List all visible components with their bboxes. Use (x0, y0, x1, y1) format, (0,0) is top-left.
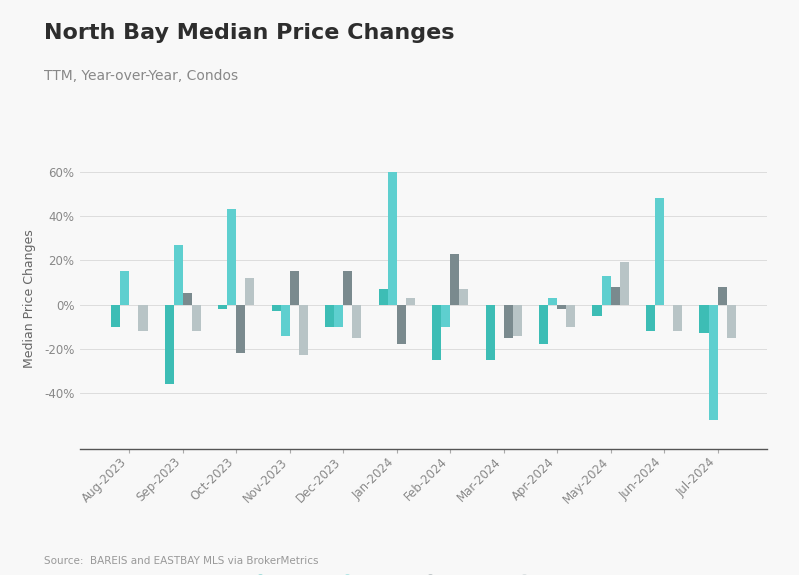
Bar (620, 262, 629, 305)
Bar (441, 305, 450, 327)
Bar (272, 305, 280, 311)
Bar (718, 287, 727, 305)
Bar (388, 172, 397, 305)
Bar (138, 305, 148, 331)
Bar (379, 289, 388, 305)
Bar (237, 305, 245, 353)
Text: North Bay Median Price Changes: North Bay Median Price Changes (44, 23, 455, 43)
Bar (432, 305, 441, 360)
Text: Source:  BAREIS and EASTBAY MLS via BrokerMetrics: Source: BAREIS and EASTBAY MLS via Broke… (44, 557, 319, 566)
Bar (192, 305, 201, 331)
Bar (344, 271, 352, 305)
Y-axis label: Median Price Changes: Median Price Changes (22, 229, 36, 369)
Bar (245, 278, 254, 305)
Bar (513, 305, 522, 336)
Bar (602, 276, 610, 305)
Bar (450, 254, 459, 305)
Bar (325, 305, 334, 327)
Bar (459, 289, 468, 305)
Bar (227, 209, 237, 305)
Bar (352, 305, 361, 338)
Bar (120, 271, 129, 305)
Text: TTM, Year-over-Year, Condos: TTM, Year-over-Year, Condos (44, 69, 238, 83)
Bar (539, 305, 548, 344)
Bar (557, 305, 566, 309)
Bar (610, 287, 620, 305)
Bar (165, 305, 173, 384)
Bar (183, 293, 192, 305)
Bar (406, 298, 415, 305)
Bar (290, 271, 299, 305)
Bar (173, 245, 183, 305)
Bar (111, 305, 120, 327)
Bar (397, 305, 406, 344)
Bar (709, 305, 718, 420)
Bar (674, 305, 682, 331)
Legend: Marin, Napa, Solano, Sonoma: Marin, Napa, Solano, Sonoma (240, 569, 606, 575)
Bar (503, 305, 513, 338)
Bar (593, 305, 602, 316)
Bar (299, 305, 308, 355)
Bar (699, 305, 709, 333)
Bar (334, 305, 344, 327)
Bar (218, 305, 227, 309)
Bar (548, 298, 557, 305)
Bar (566, 305, 575, 327)
Bar (655, 198, 664, 305)
Bar (280, 305, 290, 336)
Bar (646, 305, 655, 331)
Bar (727, 305, 736, 338)
Bar (486, 305, 495, 360)
